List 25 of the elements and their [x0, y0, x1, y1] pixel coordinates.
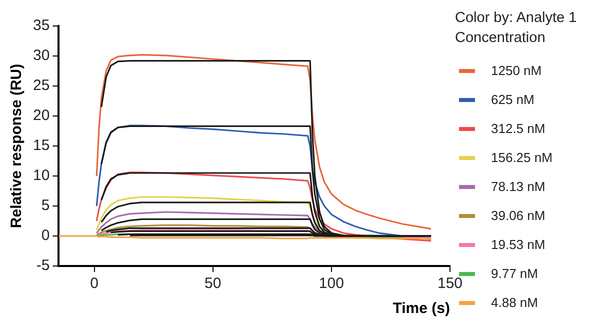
- y-tick-label: 30: [32, 47, 50, 64]
- legend-label: 156.25 nM: [491, 150, 552, 165]
- y-tick-label: 15: [32, 137, 50, 154]
- legend-label: 4.88 nM: [491, 295, 538, 310]
- x-tick-label: 100: [318, 275, 344, 292]
- legend-label: 312.5 nM: [491, 121, 546, 136]
- x-axis-title: Time (s): [392, 300, 450, 318]
- legend-label: 78.13 nM: [491, 179, 546, 194]
- y-tick-label: 10: [32, 167, 50, 184]
- legend-label: 1250 nM: [491, 63, 542, 78]
- x-tick-label: 150: [437, 275, 463, 292]
- y-tick-label: 25: [32, 77, 50, 94]
- legend-label: 9.77 nM: [491, 266, 538, 281]
- y-tick-label: 0: [41, 227, 50, 244]
- legend-label: 39.06 nM: [491, 208, 546, 223]
- y-axis-title: Relative response (RU): [8, 64, 26, 228]
- y-tick-label: 5: [41, 197, 50, 214]
- x-tick-label: 50: [204, 275, 222, 292]
- y-tick-label: -5: [36, 257, 50, 274]
- y-tick-label: 20: [32, 107, 50, 124]
- legend-title: Color by: Analyte 1 Concentration: [455, 9, 578, 48]
- legend-label: 625 nM: [491, 92, 534, 107]
- y-tick-label: 35: [32, 17, 50, 34]
- x-tick-label: 0: [90, 275, 98, 292]
- legend-label: 19.53 nM: [491, 237, 546, 252]
